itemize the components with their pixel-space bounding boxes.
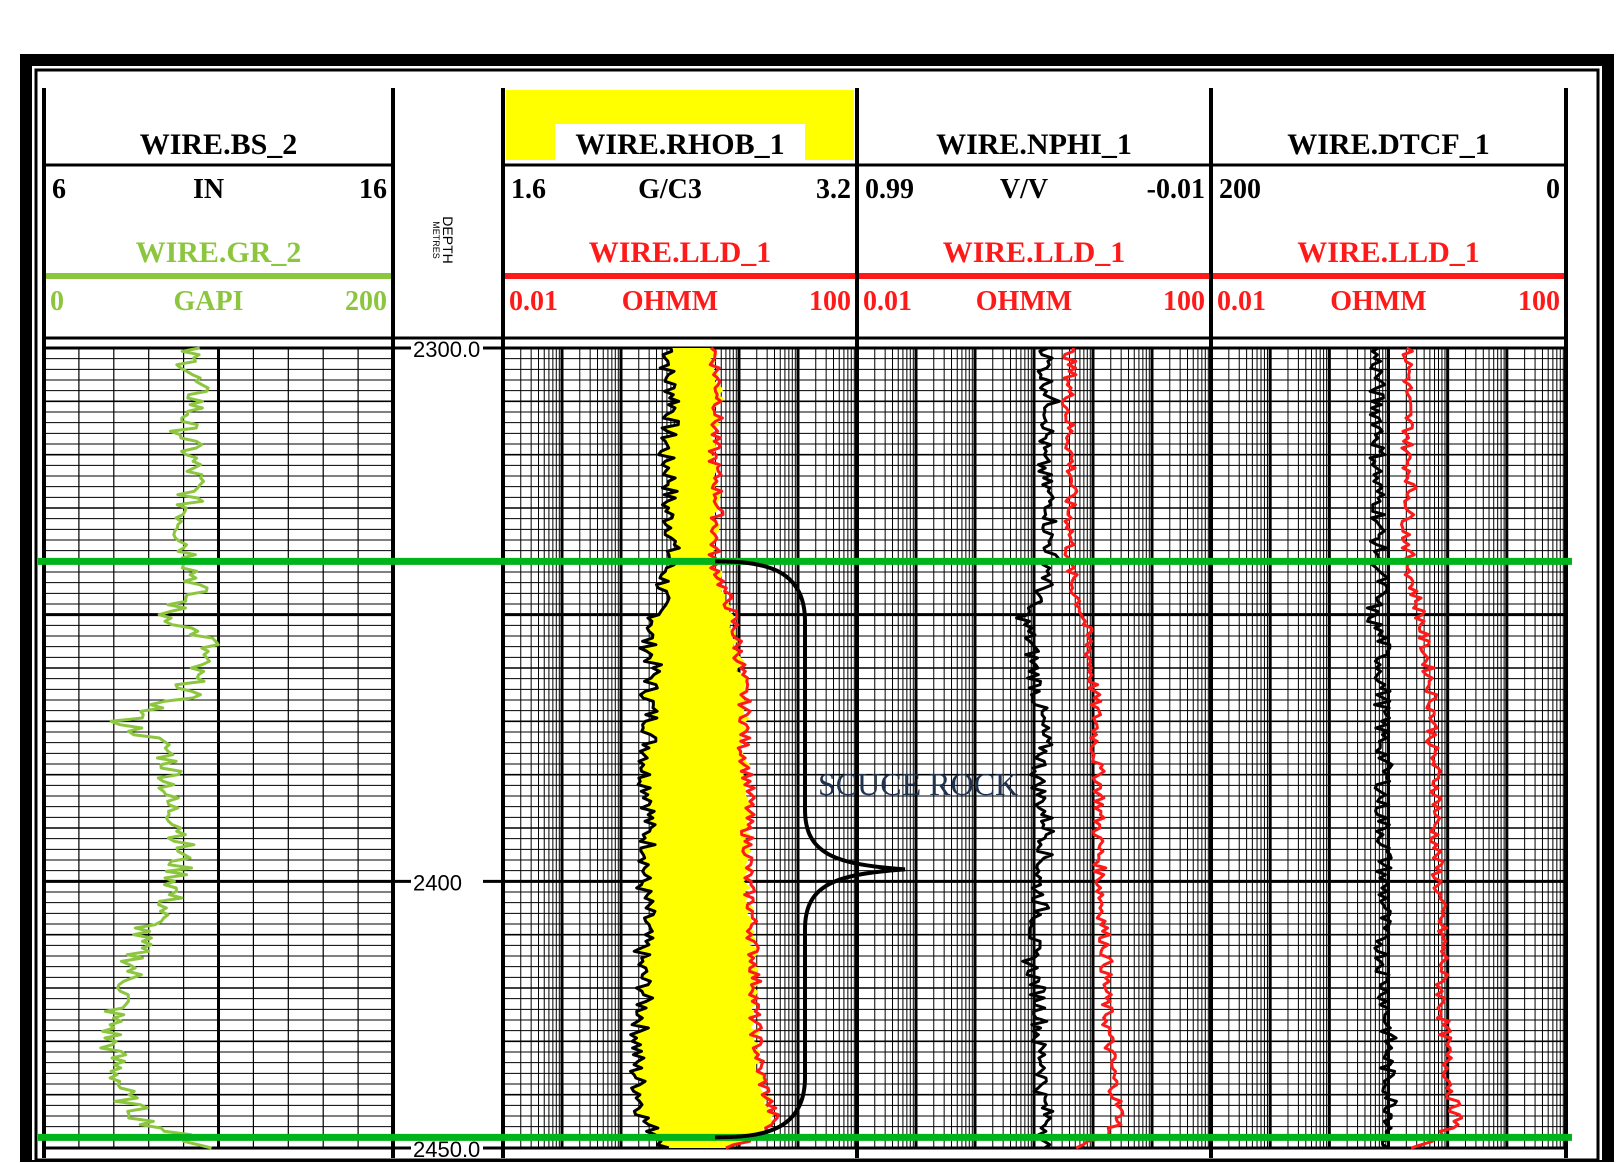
scale-right: 0 xyxy=(1546,174,1560,205)
formation-markers xyxy=(38,557,1572,1141)
depth-labels: 2300.0 2400 2450.0 xyxy=(393,337,503,1162)
depth-track-unit: METRES xyxy=(431,221,441,259)
curve-scale-unit: OHMM xyxy=(622,286,718,317)
curve-name: WIRE.LLD_1 xyxy=(589,236,772,269)
scale-unit: IN xyxy=(193,174,224,205)
curve-scale-left: 0 xyxy=(50,286,64,317)
curve-scale-unit: OHMM xyxy=(976,286,1072,317)
curve-scale-left: 0.01 xyxy=(1217,286,1266,317)
curve-wire-rhob-1-rhob xyxy=(629,347,681,1150)
scale-right: 3.2 xyxy=(816,174,851,205)
curve-wire-nphi-1-nphi xyxy=(1015,346,1061,1150)
log-curves xyxy=(99,346,1464,1150)
curve-wire-gr-2-bs xyxy=(99,346,220,1150)
curve-wire-lld-1-dtcf xyxy=(1400,346,1464,1150)
track-title: WIRE.RHOB_1 xyxy=(575,128,784,161)
scale-right: -0.01 xyxy=(1147,174,1205,205)
track-title: WIRE.BS_2 xyxy=(140,128,298,161)
depth-label: 2450.0 xyxy=(413,1137,480,1162)
rhob-lld-fill xyxy=(630,348,775,1148)
scale-left: 200 xyxy=(1219,174,1261,205)
depth-track-title: DEPTH xyxy=(440,216,456,263)
curve-scale-left: 0.01 xyxy=(509,286,558,317)
depth-label: 2400 xyxy=(413,870,462,895)
curve-scale-right: 100 xyxy=(1163,286,1205,317)
curve-wire-dtcf-1-dtcf xyxy=(1365,346,1398,1150)
scale-unit: G/C3 xyxy=(638,174,702,205)
track-headers: WIRE.BS_2 6 IN 16 WIRE.GR_2 0 GAPI 200 WIRE.RHOB… xyxy=(44,90,1566,340)
track-title: WIRE.DTCF_1 xyxy=(1287,128,1490,161)
curve-name: WIRE.LLD_1 xyxy=(943,236,1126,269)
curve-scale-right: 100 xyxy=(809,286,851,317)
scale-right: 16 xyxy=(359,174,387,205)
curve-name: WIRE.GR_2 xyxy=(136,236,302,269)
curve-scale-right: 200 xyxy=(345,286,387,317)
curve-scale-right: 100 xyxy=(1518,286,1560,317)
curve-scale-unit: OHMM xyxy=(1330,286,1426,317)
scale-left: 1.6 xyxy=(511,174,546,205)
scale-left: 0.99 xyxy=(865,174,914,205)
curve-wire-lld-1-nphi xyxy=(1060,347,1125,1150)
curve-wire-lld-1-rhob xyxy=(707,346,780,1150)
curve-scale-unit: GAPI xyxy=(174,286,244,317)
inner-frame xyxy=(32,66,1602,1160)
track-title: WIRE.NPHI_1 xyxy=(936,128,1132,161)
track-grids xyxy=(42,88,1568,1158)
title-highlight-inner xyxy=(555,124,805,160)
annotation-brace xyxy=(714,559,906,1140)
scale-left: 6 xyxy=(52,174,66,205)
inner-border xyxy=(34,68,1600,1162)
curve-name: WIRE.LLD_1 xyxy=(1297,236,1480,269)
scale-unit: V/V xyxy=(1000,174,1048,205)
depth-label: 2300.0 xyxy=(413,337,480,362)
annotation-label: SCUCE ROCK xyxy=(818,766,1018,802)
curve-scale-left: 0.01 xyxy=(863,286,912,317)
